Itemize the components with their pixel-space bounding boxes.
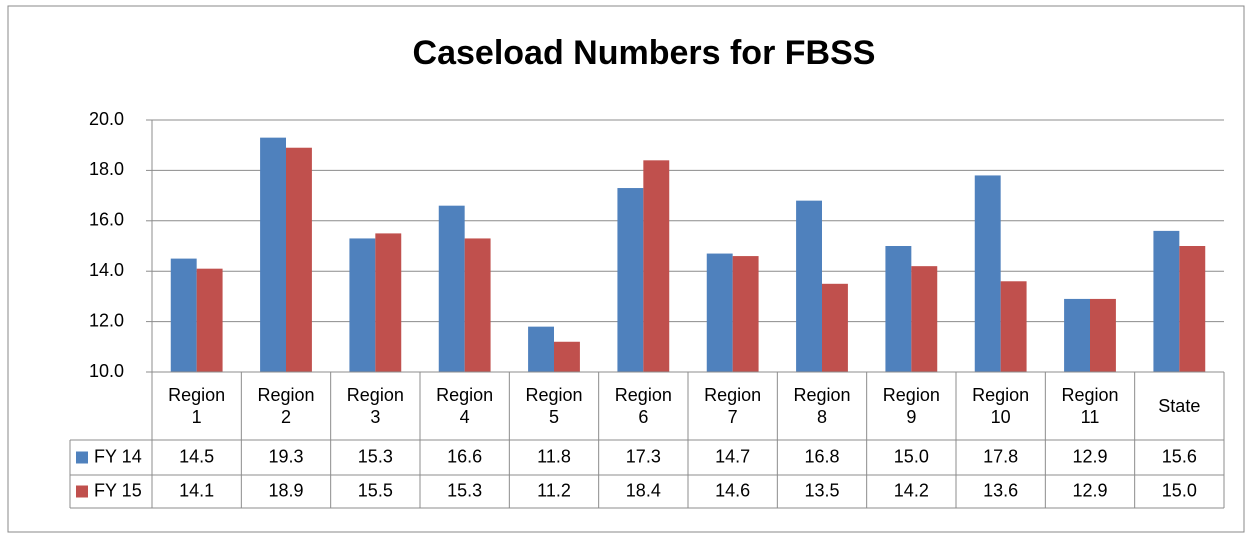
category-label: Region 4 — [436, 385, 494, 427]
category-label: Region 3 — [346, 385, 404, 427]
category-label: Region 8 — [793, 385, 851, 427]
bar — [196, 268, 223, 372]
category-label: Region 11 — [1061, 385, 1119, 427]
legend-label: FY 14 — [94, 446, 142, 466]
table-value: 12.9 — [1072, 446, 1107, 466]
table-value: 17.3 — [626, 446, 661, 466]
bar — [911, 266, 938, 372]
table-value: 17.8 — [983, 446, 1018, 466]
bar — [885, 246, 912, 372]
bar — [1153, 230, 1180, 372]
y-tick-label: 12.0 — [89, 310, 124, 330]
table-value: 13.5 — [804, 480, 839, 500]
bar — [286, 147, 312, 372]
category-label: Region 1 — [168, 385, 226, 427]
bar — [260, 137, 286, 372]
category-label: Region 7 — [704, 385, 762, 427]
bar — [170, 258, 197, 372]
bar — [796, 200, 822, 372]
y-tick-label: 18.0 — [89, 159, 124, 179]
table-value: 16.8 — [804, 446, 839, 466]
category-label: Region 9 — [882, 385, 940, 427]
y-tick-label: 16.0 — [89, 210, 124, 230]
category-label: Region 6 — [614, 385, 672, 427]
table-value: 14.7 — [715, 446, 750, 466]
bar — [1090, 298, 1116, 372]
bar — [528, 326, 554, 372]
bar — [438, 205, 465, 372]
table-value: 18.9 — [268, 480, 303, 500]
bar — [1064, 298, 1090, 372]
bar — [554, 341, 580, 372]
table-value: 15.5 — [358, 480, 393, 500]
table-value: 15.0 — [894, 446, 929, 466]
category-label: State — [1158, 396, 1201, 416]
bar — [1179, 246, 1206, 372]
table-value: 19.3 — [268, 446, 303, 466]
table-value: 16.6 — [447, 446, 482, 466]
bar — [822, 283, 848, 372]
y-tick-label: 20.0 — [89, 109, 124, 129]
table-value: 15.3 — [358, 446, 393, 466]
table-value: 14.6 — [715, 480, 750, 500]
bar — [617, 188, 644, 372]
table-value: 11.2 — [537, 480, 571, 500]
bar — [375, 233, 402, 372]
bar — [349, 238, 376, 372]
bar — [643, 160, 670, 372]
table-value: 14.5 — [179, 446, 214, 466]
bar — [1000, 281, 1027, 372]
table-value: 14.1 — [179, 480, 214, 500]
table-value: 18.4 — [626, 480, 661, 500]
legend-label: FY 15 — [94, 480, 142, 500]
legend-swatch — [76, 451, 88, 464]
table-value: 15.6 — [1162, 446, 1197, 466]
bar — [706, 253, 733, 372]
y-tick-label: 10.0 — [89, 361, 124, 381]
table-value: 11.8 — [537, 446, 571, 466]
y-tick-label: 14.0 — [89, 260, 124, 280]
bar — [974, 175, 1001, 372]
table-value: 14.2 — [894, 480, 929, 500]
table-value: 13.6 — [983, 480, 1018, 500]
table-value: 12.9 — [1072, 480, 1107, 500]
bar — [464, 238, 491, 372]
bar — [732, 256, 759, 372]
chart-title: Caseload Numbers for FBSS — [413, 34, 876, 72]
category-label: Region 5 — [525, 385, 583, 427]
category-label: Region 10 — [972, 385, 1030, 427]
table-value: 15.3 — [447, 480, 482, 500]
legend-swatch — [76, 485, 88, 498]
category-label: Region 2 — [257, 385, 315, 427]
table-value: 15.0 — [1162, 480, 1197, 500]
